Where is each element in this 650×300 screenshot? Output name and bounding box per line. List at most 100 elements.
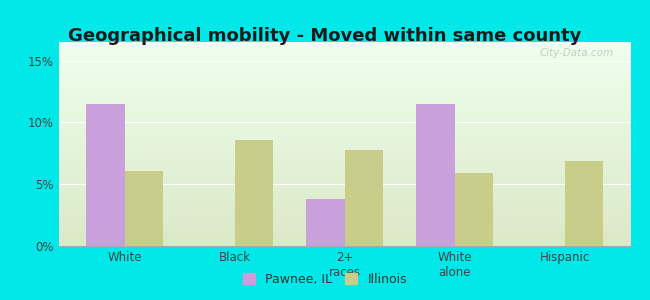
Bar <box>58 97 630 99</box>
Bar <box>58 189 630 191</box>
Bar <box>58 187 630 189</box>
Bar <box>58 209 630 211</box>
Bar <box>58 75 630 77</box>
Bar <box>58 68 630 70</box>
Bar <box>58 238 630 240</box>
Bar <box>58 220 630 221</box>
Bar <box>58 221 630 224</box>
Bar <box>58 113 630 116</box>
Bar <box>58 128 630 130</box>
Bar <box>58 95 630 97</box>
Bar <box>58 64 630 67</box>
Bar <box>58 126 630 128</box>
Bar <box>58 138 630 140</box>
Bar <box>58 169 630 170</box>
Bar <box>58 85 630 87</box>
Bar <box>58 207 630 209</box>
Bar <box>58 164 630 166</box>
Bar <box>58 107 630 109</box>
Bar <box>58 140 630 142</box>
Bar <box>58 109 630 111</box>
Bar <box>58 160 630 162</box>
Bar <box>58 205 630 207</box>
Bar <box>58 158 630 160</box>
Bar <box>58 58 630 60</box>
Bar <box>58 81 630 83</box>
Bar <box>58 144 630 146</box>
Bar <box>58 218 630 220</box>
Bar <box>344 150 383 246</box>
Text: City-Data.com: City-Data.com <box>540 48 614 58</box>
Bar <box>58 226 630 228</box>
Bar <box>58 154 630 156</box>
Bar <box>58 148 630 150</box>
Bar <box>58 101 630 103</box>
Bar <box>58 118 630 119</box>
Bar <box>58 73 630 75</box>
Bar <box>58 244 630 246</box>
Bar <box>58 170 630 172</box>
Bar <box>58 105 630 107</box>
Bar <box>58 175 630 177</box>
Bar <box>58 240 630 242</box>
Text: Geographical mobility - Moved within same county: Geographical mobility - Moved within sam… <box>68 27 582 45</box>
Bar <box>58 232 630 234</box>
Bar <box>58 42 630 44</box>
Bar <box>58 50 630 52</box>
Bar <box>58 213 630 215</box>
Bar <box>58 156 630 158</box>
Bar <box>58 130 630 132</box>
Bar <box>306 199 344 246</box>
Bar <box>58 228 630 230</box>
Bar <box>58 215 630 217</box>
Bar <box>58 111 630 113</box>
Bar <box>86 104 125 246</box>
Bar <box>58 177 630 179</box>
Bar <box>58 67 630 68</box>
Bar <box>58 62 630 64</box>
Bar <box>58 89 630 91</box>
Bar <box>58 56 630 58</box>
Bar <box>58 185 630 187</box>
Bar <box>58 211 630 213</box>
Bar <box>58 172 630 175</box>
Bar <box>125 171 163 246</box>
Bar <box>58 146 630 148</box>
Bar <box>454 173 493 246</box>
Bar <box>58 93 630 95</box>
Bar <box>58 116 630 118</box>
Bar <box>58 195 630 197</box>
Bar <box>58 44 630 46</box>
Bar <box>58 179 630 181</box>
Bar <box>58 167 630 169</box>
Bar <box>58 181 630 183</box>
Bar <box>58 234 630 236</box>
Bar <box>58 224 630 226</box>
Bar <box>58 79 630 81</box>
Bar <box>58 52 630 54</box>
Bar <box>58 197 630 199</box>
Bar <box>58 91 630 93</box>
Bar <box>58 142 630 144</box>
Bar <box>58 203 630 205</box>
Bar <box>58 201 630 203</box>
Bar <box>58 124 630 126</box>
Bar <box>58 70 630 73</box>
Bar <box>58 77 630 79</box>
Bar <box>58 83 630 85</box>
Bar <box>58 54 630 56</box>
Bar <box>58 199 630 201</box>
Bar <box>58 230 630 232</box>
Bar <box>58 103 630 105</box>
Bar <box>58 193 630 195</box>
Bar <box>58 152 630 154</box>
Bar <box>58 191 630 193</box>
Bar <box>58 134 630 136</box>
Bar <box>58 162 630 164</box>
Bar <box>58 48 630 50</box>
Bar <box>58 136 630 138</box>
Bar <box>416 104 454 246</box>
Bar <box>58 119 630 122</box>
Bar <box>235 140 273 246</box>
Bar <box>58 132 630 134</box>
